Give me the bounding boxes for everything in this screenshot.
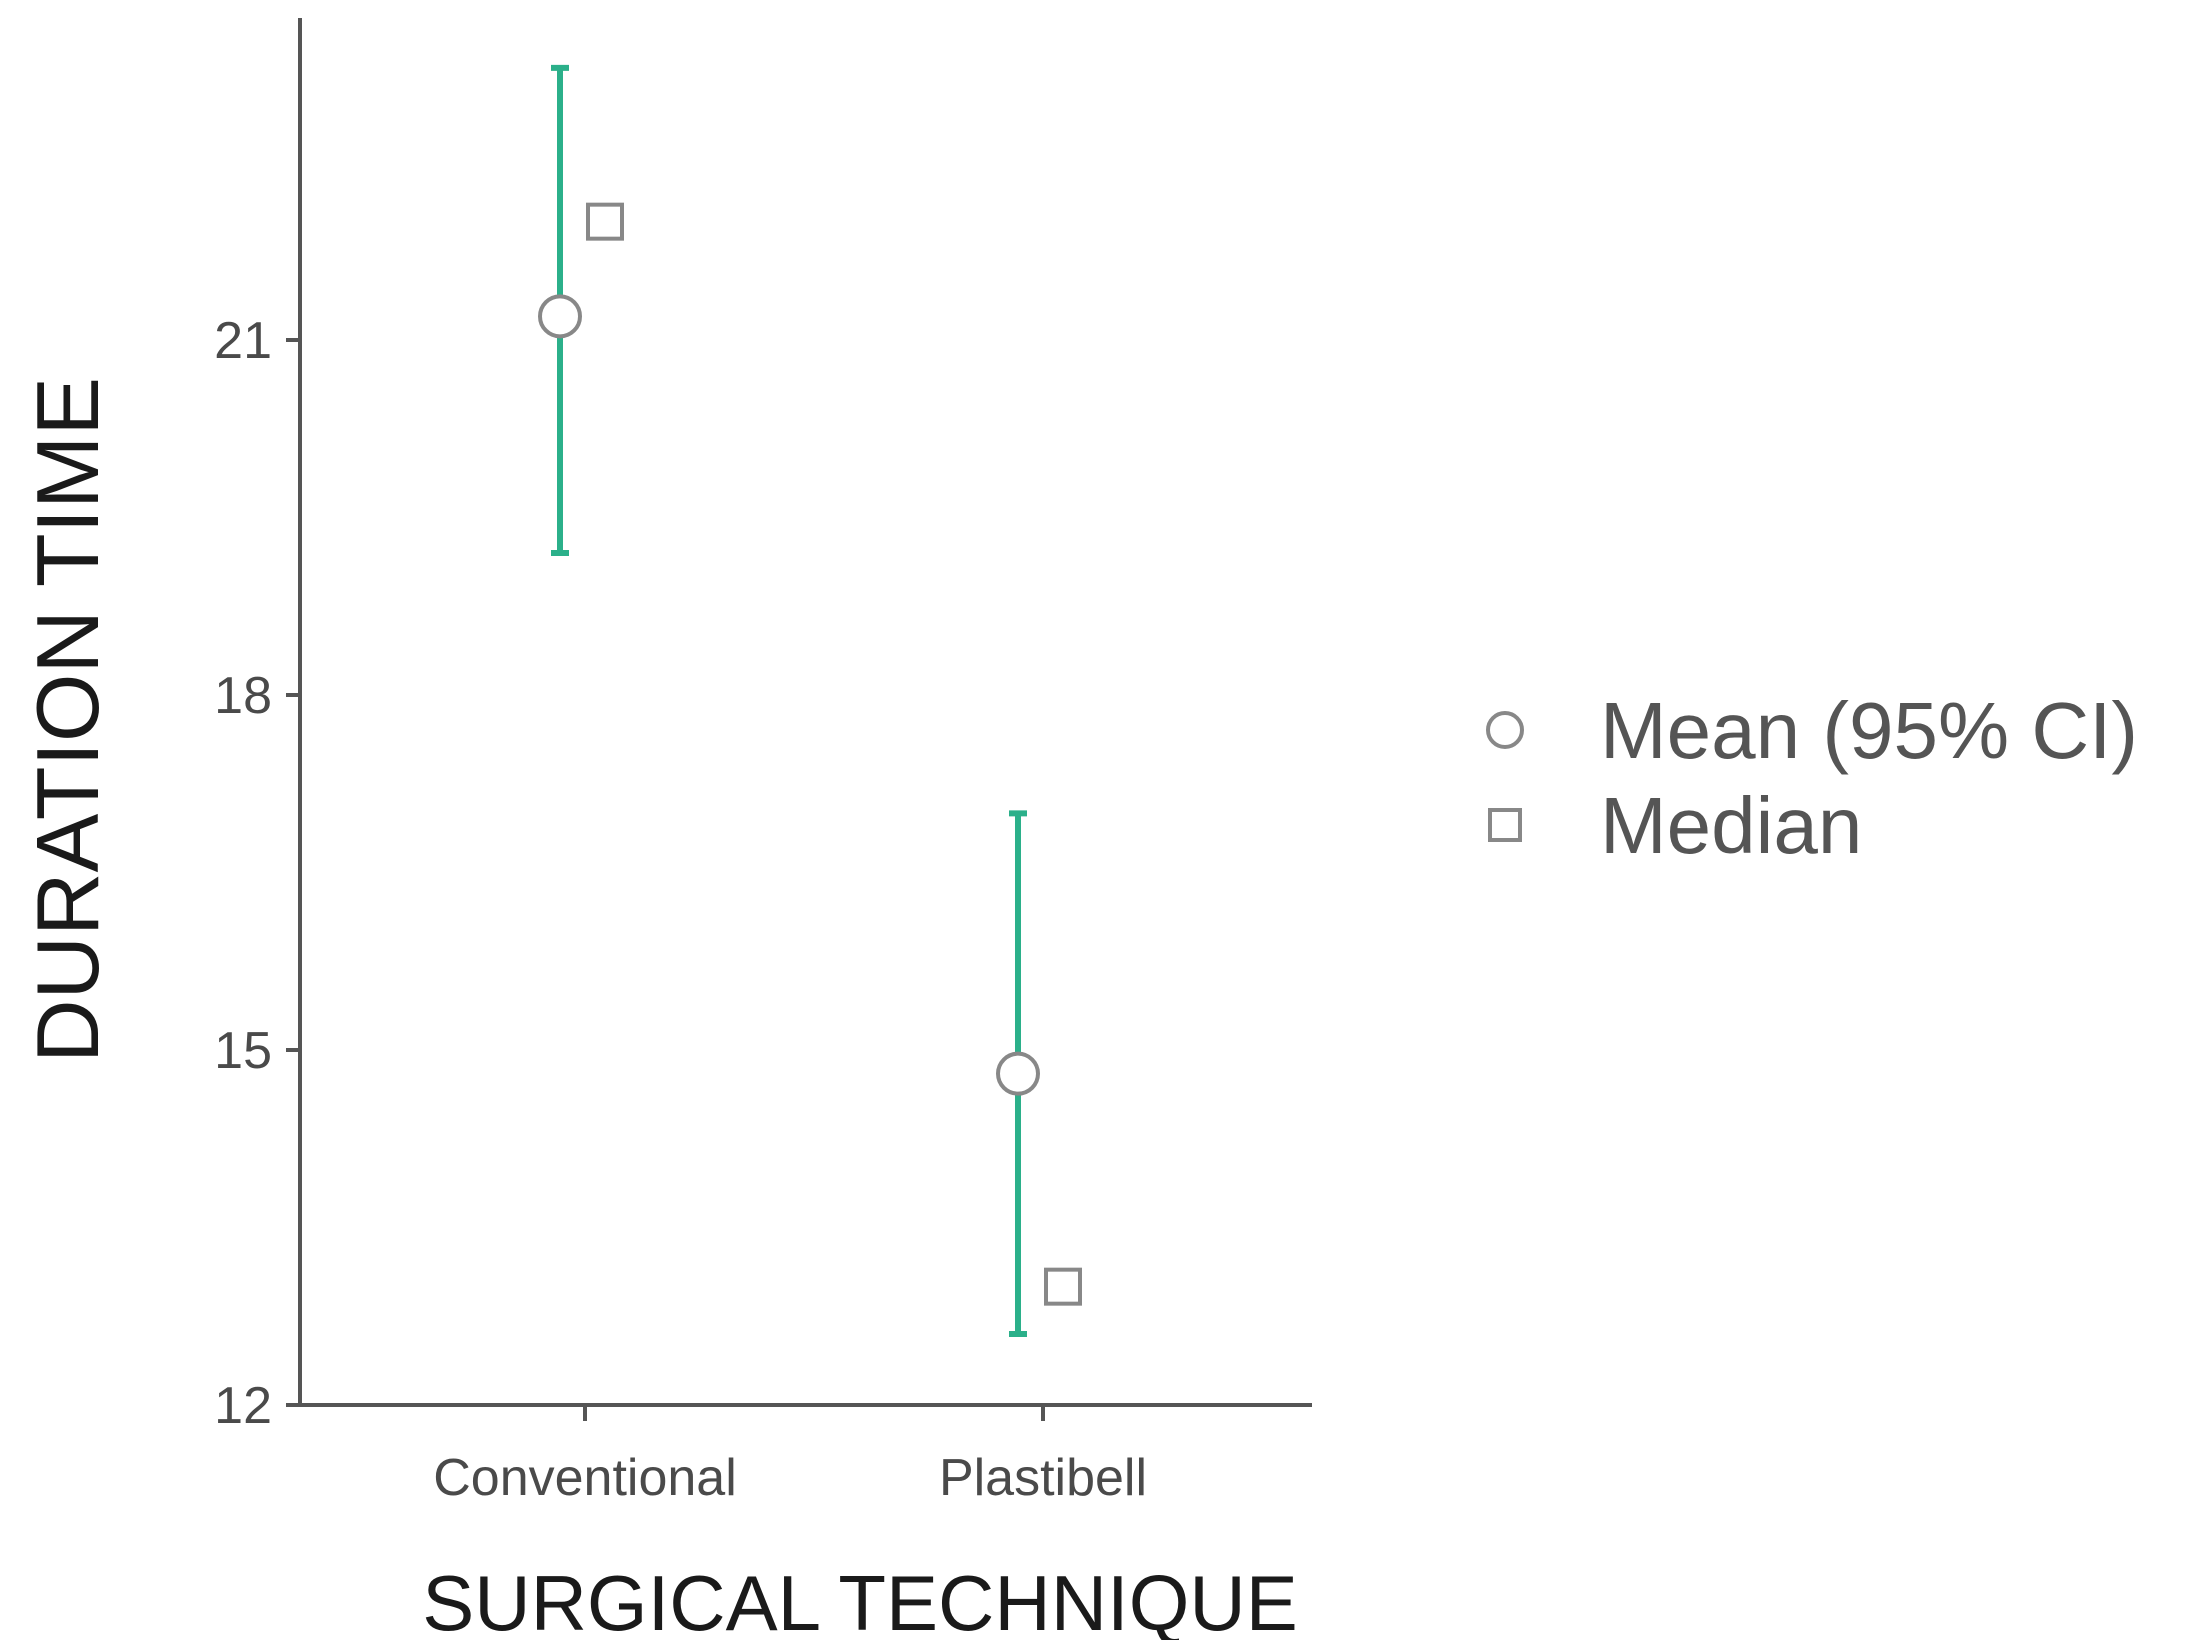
y-axis-ticks: 12 15 18 21 [214, 312, 300, 1435]
legend-item: Mean (95% CI) [1486, 686, 2138, 775]
mean-point [538, 294, 582, 339]
y-tick-label: 12 [214, 1377, 272, 1435]
median-point [1044, 1267, 1082, 1306]
legend-item: Median [1488, 781, 1862, 870]
legend-label: Median [1600, 781, 1862, 870]
mean-point [996, 1051, 1040, 1096]
legend-circle-icon [1486, 711, 1524, 749]
median-point [586, 202, 624, 241]
axes [298, 18, 1312, 1407]
error-bars [551, 64, 1027, 1337]
markers [538, 202, 1082, 1306]
y-tick-label: 18 [214, 667, 272, 725]
legend-label: Mean (95% CI) [1600, 686, 2138, 775]
y-axis-title: DURATION TIME [18, 377, 117, 1063]
x-axis-title: SURGICAL TECHNIQUE [422, 1559, 1297, 1640]
y-tick-label: 15 [214, 1022, 272, 1080]
y-tick-label: 21 [214, 312, 272, 370]
x-tick-label: Plastibell [939, 1449, 1147, 1507]
x-tick-label: Conventional [433, 1449, 737, 1507]
x-axis-ticks: Conventional Plastibell [433, 1405, 1147, 1507]
legend-square-icon [1488, 808, 1522, 842]
legend: Mean (95% CI)Median [1486, 686, 2138, 870]
